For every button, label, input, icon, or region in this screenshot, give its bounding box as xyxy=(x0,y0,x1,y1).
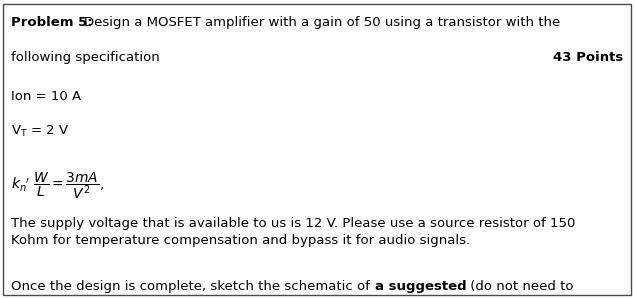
Text: 43 Points: 43 Points xyxy=(553,51,624,64)
Text: (do not need to: (do not need to xyxy=(466,280,573,292)
Text: $k_n{'}\ \dfrac{W}{L} = \dfrac{3mA}{V^2},$: $k_n{'}\ \dfrac{W}{L} = \dfrac{3mA}{V^2}… xyxy=(11,170,105,201)
Text: The supply voltage that is available to us is 12 V. Please use a source resistor: The supply voltage that is available to … xyxy=(11,217,576,247)
Text: Ion = 10 A: Ion = 10 A xyxy=(11,90,81,103)
Text: a suggested: a suggested xyxy=(375,280,466,292)
Text: Problem 5:: Problem 5: xyxy=(11,16,93,29)
Text: Once the design is complete, sketch the schematic of: Once the design is complete, sketch the … xyxy=(11,280,375,292)
Text: following specification: following specification xyxy=(11,51,160,64)
Text: V$_\mathregular{T}$ = 2 V: V$_\mathregular{T}$ = 2 V xyxy=(11,124,70,139)
Text: Design a MOSFET amplifier with a gain of 50 using a transistor with the: Design a MOSFET amplifier with a gain of… xyxy=(84,16,561,29)
